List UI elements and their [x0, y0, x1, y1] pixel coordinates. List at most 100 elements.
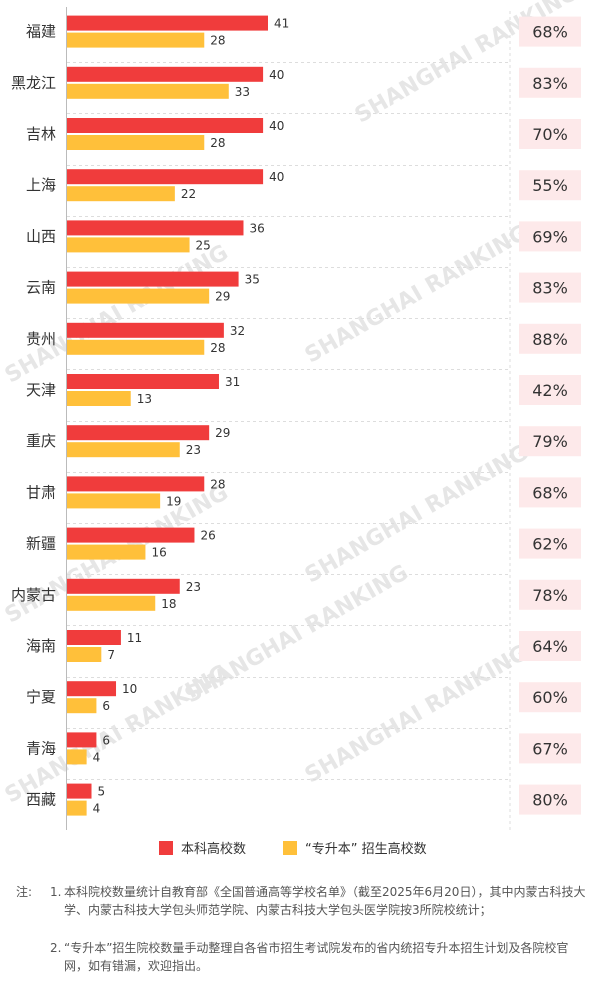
ratio-box [519, 16, 581, 47]
watermark-text: SHANGHAI RANKING [1, 240, 233, 388]
bar-zsb [67, 288, 210, 304]
bar-undergrad [67, 681, 117, 697]
category-label: 重庆 [26, 432, 56, 450]
data-label-zsb: 4 [93, 750, 101, 764]
data-label-zsb: 22 [181, 187, 196, 201]
bar-zsb [67, 83, 229, 99]
ratio-box [519, 426, 581, 457]
legend-label-undergrad: 本科高校数 [181, 842, 247, 857]
ratio-box [519, 272, 581, 303]
bar-zsb [67, 698, 97, 714]
bar-undergrad [67, 783, 92, 799]
ratio-box [519, 579, 581, 610]
bar-undergrad [67, 578, 180, 594]
bar-zsb [67, 32, 205, 48]
category-label: 甘肃 [26, 483, 56, 501]
data-label-undergrad: 26 [200, 529, 215, 543]
data-label-undergrad: 40 [269, 170, 284, 184]
category-label: 天津 [26, 381, 56, 399]
category-label: 西藏 [26, 791, 56, 809]
legend-item-undergrad: 本科高校数 [159, 838, 246, 857]
ratio-label: 55% [532, 176, 568, 195]
ratio-box [519, 477, 581, 508]
category-label: 福建 [26, 23, 56, 41]
ratio-box [519, 528, 581, 559]
ratio-label: 64% [532, 637, 568, 656]
legend-item-zsb: “专升本” 招生高校数 [283, 838, 427, 857]
data-label-undergrad: 36 [249, 221, 264, 235]
note-2-number: 2. [50, 941, 62, 955]
category-label: 上海 [26, 176, 56, 194]
data-label-zsb: 7 [107, 648, 115, 662]
ratio-label: 79% [532, 432, 568, 451]
bar-zsb [67, 544, 146, 560]
category-label: 青海 [26, 739, 56, 757]
ratio-label: 70% [532, 125, 568, 144]
bar-undergrad [67, 425, 210, 441]
bar-undergrad [67, 322, 224, 338]
bar-undergrad [67, 66, 264, 82]
category-label: 新疆 [26, 535, 56, 553]
ratio-label: 83% [532, 279, 568, 298]
bar-zsb [67, 493, 161, 509]
bar-undergrad [67, 271, 239, 287]
data-label-zsb: 28 [210, 136, 225, 150]
ratio-box [519, 67, 581, 98]
bar-zsb [67, 442, 180, 458]
bar-undergrad [67, 527, 195, 543]
data-label-undergrad: 11 [127, 631, 142, 645]
bar-undergrad [67, 15, 268, 31]
ratio-box [519, 170, 581, 201]
legend-swatch-zsb [283, 840, 297, 855]
watermark-text: SHANGHAI RANKING [301, 640, 533, 788]
category-label: 黑龙江 [11, 74, 56, 92]
ratio-label: 69% [532, 227, 568, 246]
data-label-zsb: 16 [151, 546, 166, 560]
bar-zsb [67, 339, 205, 355]
ratio-box [519, 221, 581, 252]
category-label: 海南 [26, 637, 56, 655]
category-label: 贵州 [26, 330, 56, 348]
data-label-undergrad: 40 [269, 68, 284, 82]
data-label-zsb: 33 [235, 85, 250, 99]
note-2: 2. “专升本”招生院校数量手动整理自各省市招生考试院发布的省内统招专升本招生计… [50, 939, 586, 975]
data-label-zsb: 29 [215, 290, 230, 304]
bar-zsb [67, 135, 205, 150]
data-label-undergrad: 23 [186, 580, 201, 594]
category-label: 吉林 [26, 125, 56, 143]
ratio-label: 80% [532, 791, 568, 810]
data-label-undergrad: 40 [269, 119, 284, 133]
bar-zsb [67, 800, 87, 816]
data-label-zsb: 6 [102, 699, 110, 713]
data-label-undergrad: 41 [274, 17, 289, 31]
data-label-zsb: 4 [93, 802, 101, 816]
data-label-undergrad: 29 [215, 426, 230, 440]
bar-zsb [67, 647, 102, 662]
data-label-zsb: 28 [210, 341, 225, 355]
data-label-undergrad: 6 [102, 733, 110, 747]
ratio-label: 78% [532, 586, 568, 605]
data-label-zsb: 18 [161, 597, 176, 611]
ratio-box [519, 323, 581, 354]
bar-undergrad [67, 476, 205, 492]
ratio-box [519, 784, 581, 815]
category-label: 内蒙古 [11, 586, 56, 604]
ratio-box [519, 631, 581, 661]
bar-undergrad [67, 732, 97, 748]
ratio-box [519, 119, 581, 149]
ratio-box [519, 733, 581, 764]
bar-undergrad [67, 220, 244, 236]
watermark-text: SHANGHAI RANKING [181, 560, 413, 708]
bar-undergrad [67, 169, 264, 185]
note-1-number: 1. [50, 885, 62, 899]
ratio-box [519, 682, 581, 713]
note-1-text: 本科院校数量统计自教育部《全国普通高等学校名单》（截至2025年6月20日），其… [64, 885, 586, 917]
category-label: 云南 [26, 279, 56, 297]
data-label-undergrad: 31 [225, 375, 240, 389]
data-label-undergrad: 35 [245, 273, 260, 287]
bar-zsb [67, 595, 156, 611]
ratio-label: 42% [532, 381, 568, 400]
note-2-text: “专升本”招生院校数量手动整理自各省市招生考试院发布的省内统招专升本招生计划及各… [64, 941, 569, 973]
